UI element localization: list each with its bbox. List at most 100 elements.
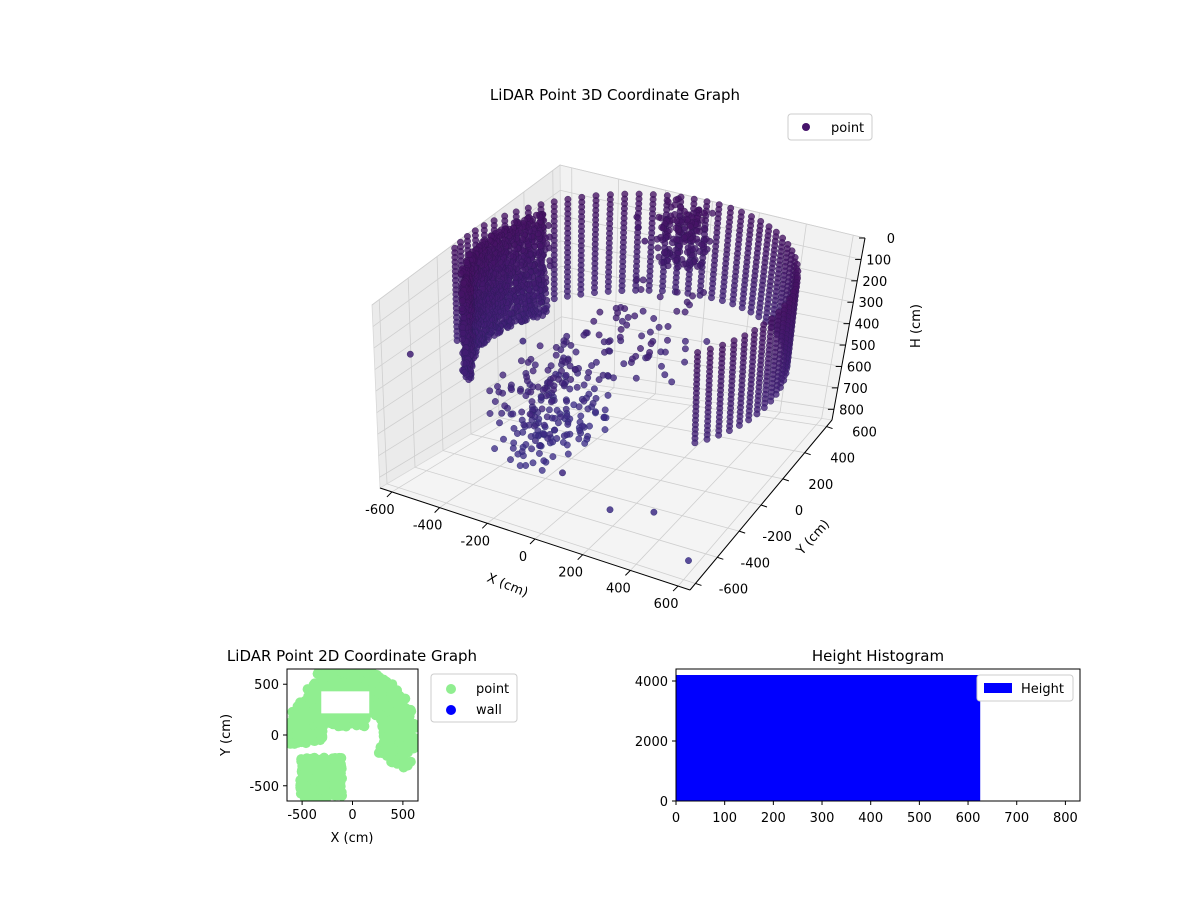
lidar-point-3d	[674, 263, 682, 271]
legend-marker-point-2d	[446, 684, 456, 694]
lidar-point-3d	[673, 236, 681, 244]
lidar-point-3d	[729, 300, 737, 308]
lidar-point-3d	[531, 361, 539, 369]
lidar-point-3d	[498, 409, 506, 417]
lidar-point-3d	[527, 433, 535, 440]
scatter-3d-panel: LiDAR Point 3D Coordinate Graph -600 -400…	[365, 86, 924, 612]
lidar-point-3d	[500, 435, 507, 443]
lidar-point-3d	[686, 223, 694, 231]
lidar-point-3d	[562, 405, 570, 413]
lidar-point-2d	[319, 717, 330, 727]
lidar-point-3d	[606, 506, 614, 514]
x-tick-label-hist: 600	[956, 811, 981, 826]
lidar-point-3d	[591, 289, 598, 296]
lidar-point-3d	[510, 424, 518, 432]
lidar-point-3d	[529, 459, 537, 467]
x-tick-label-hist: 800	[1053, 811, 1078, 826]
x-tick-label-2d: 500	[390, 808, 415, 823]
grid-line-y	[407, 278, 718, 558]
lidar-point-3d	[539, 386, 547, 394]
grid-line-y	[436, 256, 740, 532]
lidar-point-3d	[538, 405, 546, 413]
x-tick-label-hist: 400	[858, 811, 883, 826]
lidar-point-2d	[376, 710, 386, 721]
legend-label-point-3d: point	[831, 121, 864, 136]
x-tick-label-3d: 400	[606, 581, 631, 596]
lidar-point-3d	[496, 419, 503, 427]
lidar-point-3d	[719, 297, 726, 304]
lidar-point-3d	[698, 241, 706, 249]
lidar-point-3d	[494, 383, 501, 390]
lidar-point-2d	[384, 725, 395, 736]
x-tick-label-hist: 500	[907, 811, 932, 826]
lidar-point-3d	[647, 340, 655, 348]
lidar-point-3d	[655, 213, 663, 221]
lidar-point-3d	[621, 305, 629, 312]
lidar-point-3d	[524, 358, 532, 366]
lidar-point-3d	[566, 385, 574, 393]
lidar-point-3d	[694, 262, 701, 270]
lidar-point-3d	[523, 373, 530, 381]
lidar-point-3d	[664, 336, 671, 344]
chart-title-3d: LiDAR Point 3D Coordinate Graph	[490, 86, 740, 104]
z-tick-label-3d: 100	[866, 253, 891, 268]
lidar-point-2d	[375, 746, 386, 757]
lidar-point-3d	[661, 371, 669, 379]
lidar-point-3d	[514, 430, 521, 437]
lidar-point-3d	[486, 387, 494, 395]
lidar-point-3d	[683, 298, 691, 306]
lidar-point-3d	[610, 374, 617, 382]
lidar-point-3d	[659, 287, 666, 295]
lidar-point-3d	[677, 204, 685, 212]
lidar-point-3d	[580, 397, 588, 405]
lidar-point-3d	[559, 469, 566, 477]
lidar-point-3d	[631, 312, 639, 320]
lidar-point-3d	[536, 342, 544, 350]
lidar-point-3d	[541, 421, 548, 429]
lidar-point-2d	[327, 753, 338, 764]
lidar-point-2d	[298, 754, 309, 765]
lidar-point-3d	[543, 392, 550, 400]
lidar-point-3d	[517, 387, 524, 395]
lidar-point-3d	[653, 235, 661, 243]
lidar-point-3d	[600, 338, 608, 346]
lidar-point-3d	[518, 408, 526, 416]
lidar-point-3d	[564, 292, 571, 300]
lidar-point-2d	[331, 768, 341, 779]
lidar-point-3d	[549, 438, 557, 446]
grid-line-h	[371, 164, 866, 306]
lidar-point-2d	[405, 717, 416, 728]
lidar-point-3d	[755, 313, 763, 321]
z-tick-label-3d: 500	[851, 339, 876, 354]
lidar-point-3d	[549, 453, 557, 460]
lidar-point-3d	[580, 331, 588, 339]
lidar-point-3d	[536, 450, 543, 457]
lidar-point-3d	[461, 349, 469, 356]
x-tick-label-3d: -200	[461, 534, 491, 549]
z-tick-label-3d: 0	[887, 232, 895, 247]
lidar-point-3d	[673, 307, 681, 315]
legend-label-height: Height	[1021, 682, 1064, 697]
lidar-point-3d	[658, 362, 665, 370]
lidar-point-3d	[564, 420, 572, 428]
histogram-bar	[676, 675, 981, 801]
legend-hist: Height	[976, 674, 1074, 702]
legend-3d: point	[787, 113, 873, 141]
lidar-point-3d	[623, 321, 631, 329]
lidar-point-3d	[633, 276, 641, 283]
lidar-point-3d	[572, 348, 580, 356]
lidar-point-3d	[518, 357, 525, 365]
lidar-point-3d	[601, 348, 608, 356]
histogram-bars	[676, 675, 981, 801]
x-tick-label-hist: 200	[761, 811, 786, 826]
lidar-point-3d	[601, 406, 609, 414]
lidar-point-3d	[685, 557, 692, 564]
lidar-point-3d	[658, 223, 666, 231]
lidar-point-3d	[745, 416, 752, 424]
lidar-point-3d	[551, 426, 559, 434]
y-tick-label-3d: -400	[741, 556, 771, 571]
z-tick-label-3d: 300	[859, 296, 884, 311]
x-tick-label-3d: 600	[654, 597, 679, 612]
z-tick-label-3d: 600	[847, 360, 872, 375]
lidar-point-3d	[682, 345, 689, 353]
